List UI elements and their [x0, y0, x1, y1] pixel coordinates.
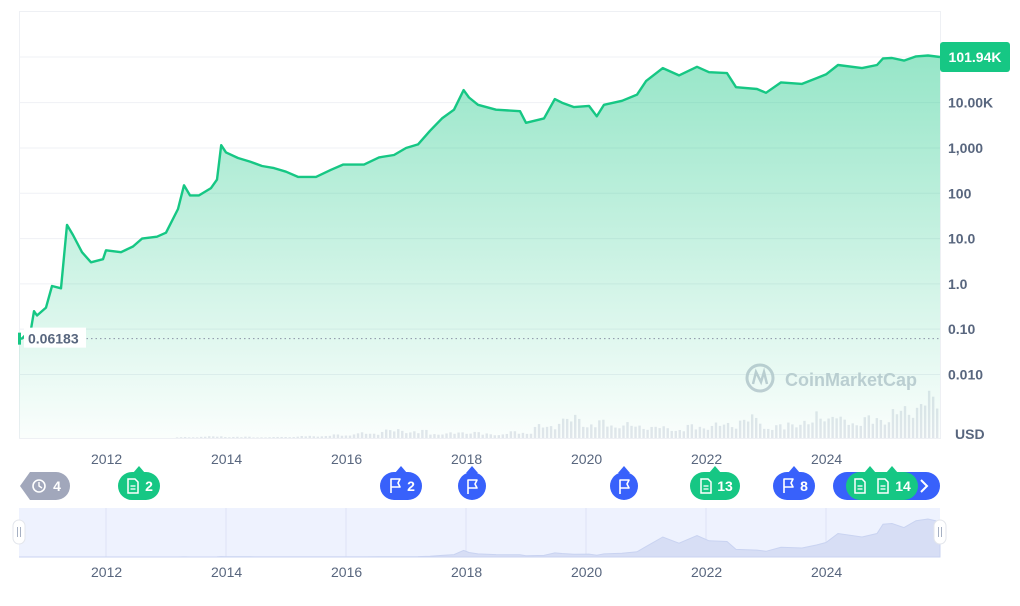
- navigator-handle-left[interactable]: [13, 520, 25, 544]
- event-flag-badge[interactable]: 8: [773, 466, 815, 500]
- event-doc-badge-bg: [118, 472, 160, 500]
- flag-count: 8: [800, 478, 808, 494]
- last-price-label: 101.94K: [949, 49, 1002, 65]
- y-tick-label: 0.010: [948, 366, 983, 382]
- x-tick-label: 2016: [331, 451, 362, 467]
- doc-count: 14: [895, 478, 911, 494]
- navigator-handle-left-bg: [13, 520, 25, 544]
- navigator-x-tick-label: 2012: [91, 564, 122, 580]
- history-count: 4: [53, 478, 61, 494]
- start-price-label: 0.06183: [28, 331, 79, 347]
- price-area: [19, 56, 940, 439]
- event-flag-badge-pointer: [395, 466, 407, 473]
- navigator-x-tick-label: 2016: [331, 564, 362, 580]
- x-tick-label: 2018: [451, 451, 482, 467]
- y-tick-label: 10.0: [948, 231, 975, 247]
- event-doc-badge-pointer: [133, 466, 145, 473]
- doc-count: 2: [145, 478, 153, 494]
- x-tick-label: 2014: [211, 451, 242, 467]
- navigator-x-tick-label: 2018: [451, 564, 482, 580]
- cluster-pointer: [864, 466, 876, 473]
- event-flag-badge-pointer: [788, 466, 800, 473]
- event-doc-badge-pointer: [709, 466, 721, 473]
- y-tick-label: 1,000: [948, 140, 983, 156]
- navigator-x-tick-label: 2020: [571, 564, 602, 580]
- event-flag-badge-bg: [458, 472, 486, 500]
- navigator-handle-right[interactable]: [934, 520, 946, 544]
- event-flag-badge-pointer: [618, 466, 630, 473]
- navigator[interactable]: [13, 508, 946, 557]
- start-price-marker: [18, 333, 21, 345]
- event-flag-badge-bg: [610, 472, 638, 500]
- event-flag-badge-bg: [773, 472, 815, 500]
- y-tick-label: 0.10: [948, 321, 975, 337]
- x-tick-label: 2024: [811, 451, 842, 467]
- event-flag-badge[interactable]: [458, 466, 486, 500]
- cluster-pointer: [886, 466, 898, 473]
- x-tick-label: 2022: [691, 451, 722, 467]
- x-tick-label: 2020: [571, 451, 602, 467]
- navigator-x-tick-label: 2024: [811, 564, 842, 580]
- event-history-badge[interactable]: 4: [20, 472, 70, 500]
- event-doc-badge[interactable]: 2: [118, 466, 160, 500]
- navigator-x-tick-label: 2022: [691, 564, 722, 580]
- y-tick-label: 100: [948, 185, 972, 201]
- event-flag-badge-bg: [380, 472, 422, 500]
- event-cluster[interactable]: 14: [833, 466, 940, 500]
- y-tick-label: 1.0: [948, 276, 968, 292]
- event-flag-badge[interactable]: [610, 466, 638, 500]
- flag-count: 2: [407, 478, 415, 494]
- x-tick-label: 2012: [91, 451, 122, 467]
- currency-label: USD: [955, 426, 985, 442]
- y-tick-label: 10.00K: [948, 95, 993, 111]
- doc-count: 13: [717, 478, 733, 494]
- event-flag-badge-pointer: [466, 466, 478, 473]
- event-doc-badge[interactable]: 13: [690, 466, 740, 500]
- event-markers[interactable]: 4 2 2 13 8 14: [20, 466, 940, 500]
- navigator-x-tick-label: 2014: [211, 564, 242, 580]
- event-flag-badge[interactable]: 2: [380, 466, 422, 500]
- navigator-handle-right-bg: [934, 520, 946, 544]
